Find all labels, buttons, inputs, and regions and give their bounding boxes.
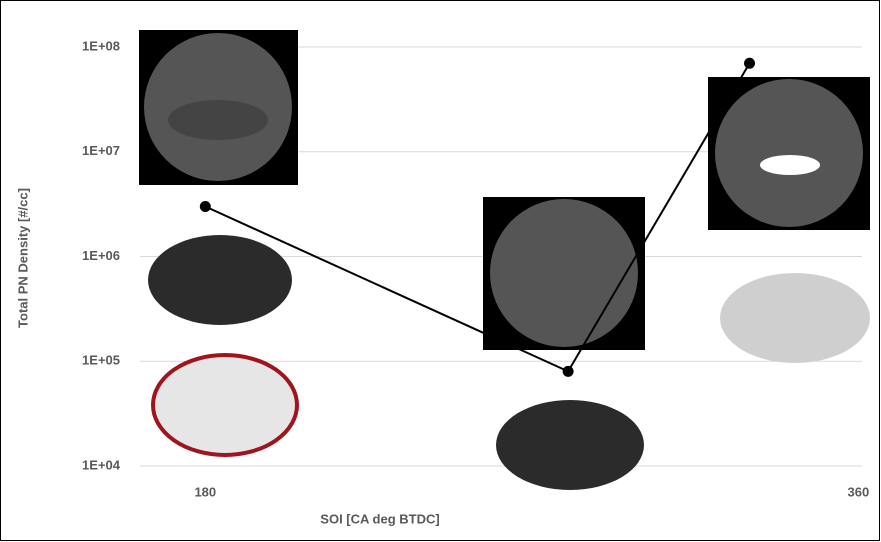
y-tick-label: 1E+04 — [82, 457, 121, 472]
render — [720, 273, 870, 363]
x-tick-label: 360 — [848, 484, 870, 499]
y-tick-label: 1E+07 — [82, 143, 120, 158]
y-tick-label: 1E+06 — [82, 248, 120, 263]
photo-detail — [168, 100, 268, 140]
y-axis-label: Total PN Density [#/cc] — [15, 188, 30, 328]
y-tick-label: 1E+08 — [82, 38, 120, 53]
x-axis-label: SOI [CA deg BTDC] — [320, 511, 439, 526]
photo-disc — [490, 199, 638, 347]
marker — [562, 365, 574, 377]
render — [496, 400, 644, 490]
marker — [199, 201, 211, 213]
photo-flame — [760, 155, 820, 175]
y-tick-label: 1E+05 — [82, 353, 120, 368]
marker — [744, 57, 756, 69]
x-tick-label: 180 — [194, 484, 216, 499]
render — [148, 235, 292, 325]
photo-disc — [715, 79, 863, 227]
illustrations — [139, 30, 870, 490]
render — [151, 353, 299, 457]
